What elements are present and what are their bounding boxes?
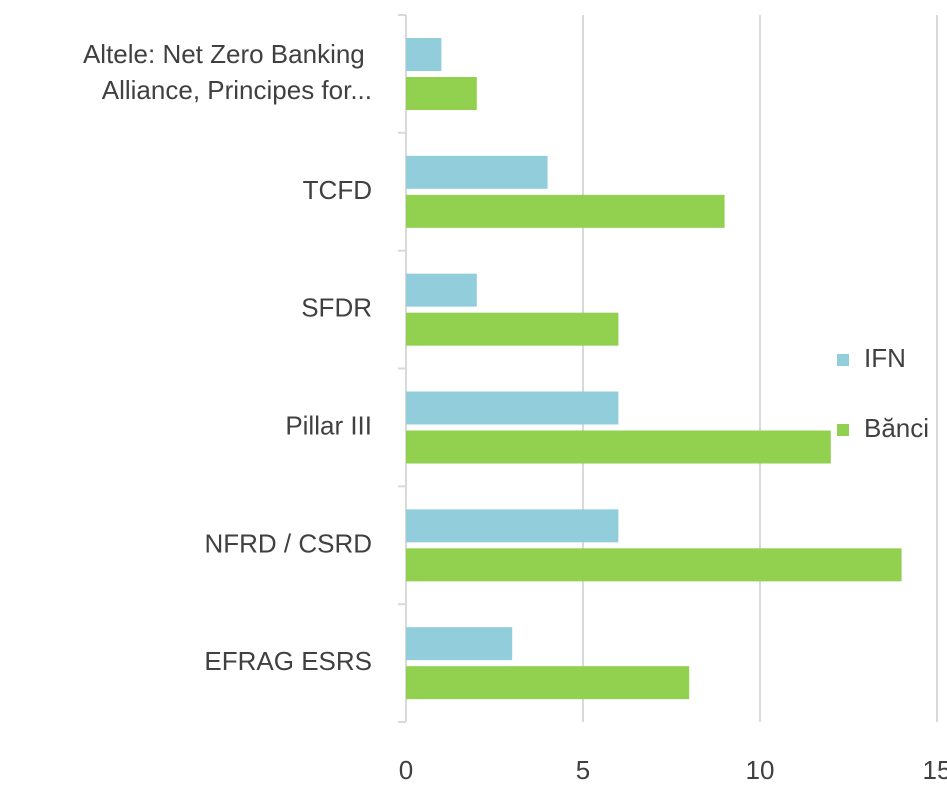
x-tick-label: 15 — [923, 755, 947, 785]
bar — [406, 430, 831, 464]
legend-label: IFN — [864, 343, 906, 373]
y-tick-label: SFDR — [301, 292, 372, 322]
legend-swatch — [837, 354, 849, 366]
legend-label: Bănci — [864, 413, 929, 443]
y-tick-label: TCFD — [303, 175, 372, 205]
bar — [406, 194, 725, 228]
bar — [406, 77, 477, 110]
bar — [406, 38, 442, 71]
bar — [406, 627, 513, 661]
x-tick-label: 0 — [399, 755, 413, 785]
x-tick-label: 5 — [576, 755, 590, 785]
x-tick-label: 10 — [746, 755, 775, 785]
y-tick-label: Pillar III — [285, 410, 372, 440]
bar — [406, 312, 619, 346]
bar — [406, 666, 690, 700]
y-tick-label: EFRAG ESRS — [204, 646, 372, 676]
bar — [406, 548, 902, 582]
bar — [406, 155, 548, 189]
y-tick-label: Altele: Net Zero Banking Alliance, Princ… — [83, 39, 372, 105]
y-tick-label: NFRD / CSRD — [204, 528, 372, 558]
bar — [406, 273, 477, 307]
bar — [406, 509, 619, 543]
bar — [406, 391, 619, 425]
legend-swatch — [837, 424, 849, 436]
